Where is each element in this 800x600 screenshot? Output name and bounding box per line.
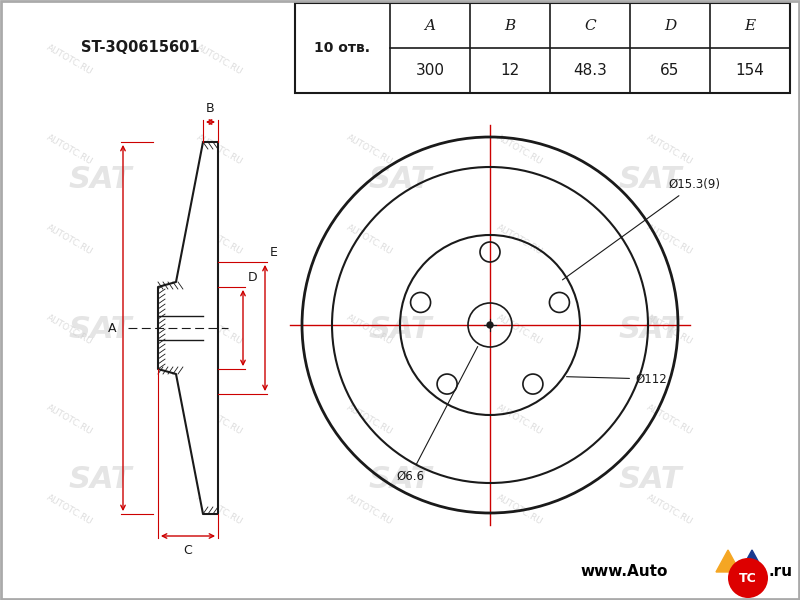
Text: 65: 65	[660, 63, 680, 78]
Text: SAT: SAT	[68, 466, 132, 494]
Text: AUTOTC.RU: AUTOTC.RU	[346, 223, 394, 257]
Text: AUTOTC.RU: AUTOTC.RU	[646, 223, 694, 257]
Text: AUTOTC.RU: AUTOTC.RU	[346, 493, 394, 527]
Text: AUTOTC.RU: AUTOTC.RU	[46, 403, 94, 437]
Text: C: C	[584, 19, 596, 32]
Text: AUTOTC.RU: AUTOTC.RU	[46, 313, 94, 347]
Text: AUTOTC.RU: AUTOTC.RU	[495, 43, 545, 77]
Circle shape	[487, 322, 493, 328]
Circle shape	[728, 558, 768, 598]
Text: 154: 154	[735, 63, 765, 78]
Text: AUTOTC.RU: AUTOTC.RU	[195, 223, 245, 257]
Text: AUTOTC.RU: AUTOTC.RU	[46, 493, 94, 527]
Text: AUTOTC.RU: AUTOTC.RU	[646, 43, 694, 77]
Text: SAT: SAT	[618, 166, 682, 194]
Text: A: A	[425, 19, 435, 32]
Text: AUTOTC.RU: AUTOTC.RU	[46, 133, 94, 167]
Polygon shape	[158, 142, 218, 514]
Text: AUTOTC.RU: AUTOTC.RU	[646, 313, 694, 347]
Text: B: B	[206, 102, 215, 115]
Text: A: A	[107, 322, 116, 335]
Text: D: D	[664, 19, 676, 32]
Text: Ø6.6: Ø6.6	[396, 347, 478, 483]
Text: AUTOTC.RU: AUTOTC.RU	[195, 313, 245, 347]
Text: AUTOTC.RU: AUTOTC.RU	[495, 133, 545, 167]
Text: AUTOTC.RU: AUTOTC.RU	[495, 493, 545, 527]
Circle shape	[302, 137, 678, 513]
Text: AUTOTC.RU: AUTOTC.RU	[346, 403, 394, 437]
Text: Ø112: Ø112	[566, 373, 666, 385]
Text: AUTOTC.RU: AUTOTC.RU	[195, 403, 245, 437]
Text: E: E	[270, 246, 278, 259]
Text: AUTOTC.RU: AUTOTC.RU	[346, 43, 394, 77]
Text: AUTOTC.RU: AUTOTC.RU	[646, 133, 694, 167]
Text: Ø15.3(9): Ø15.3(9)	[562, 178, 720, 280]
Text: AUTOTC.RU: AUTOTC.RU	[495, 313, 545, 347]
Text: E: E	[745, 19, 755, 32]
Text: AUTOTC.RU: AUTOTC.RU	[495, 223, 545, 257]
Text: AUTOTC.RU: AUTOTC.RU	[46, 43, 94, 77]
Bar	[295, 3, 790, 93]
Text: AUTOTC.RU: AUTOTC.RU	[195, 133, 245, 167]
Text: AUTOTC.RU: AUTOTC.RU	[346, 313, 394, 347]
Text: 300: 300	[415, 63, 445, 78]
Text: SAT: SAT	[618, 466, 682, 494]
Text: 48.3: 48.3	[573, 63, 607, 78]
Text: AUTOTC.RU: AUTOTC.RU	[195, 493, 245, 527]
Polygon shape	[740, 550, 764, 572]
Text: 12: 12	[500, 63, 520, 78]
Text: ST-3Q0615601: ST-3Q0615601	[81, 40, 199, 55]
Text: SAT: SAT	[368, 316, 432, 344]
Text: SAT: SAT	[68, 316, 132, 344]
Text: SAT: SAT	[618, 316, 682, 344]
Text: TC: TC	[739, 571, 757, 584]
Text: AUTOTC.RU: AUTOTC.RU	[646, 403, 694, 437]
Text: 10 отв.: 10 отв.	[314, 41, 370, 55]
Text: AUTOTC.RU: AUTOTC.RU	[46, 223, 94, 257]
Text: SAT: SAT	[368, 466, 432, 494]
Text: AUTOTC.RU: AUTOTC.RU	[195, 43, 245, 77]
Text: AUTOTC.RU: AUTOTC.RU	[495, 403, 545, 437]
Text: AUTOTC.RU: AUTOTC.RU	[346, 133, 394, 167]
Text: SAT: SAT	[68, 166, 132, 194]
Text: C: C	[184, 544, 192, 557]
Text: .ru: .ru	[768, 565, 792, 580]
Text: D: D	[248, 271, 258, 284]
Text: AUTOTC.RU: AUTOTC.RU	[646, 493, 694, 527]
Text: B: B	[504, 19, 516, 32]
Polygon shape	[716, 550, 740, 572]
Text: SAT: SAT	[368, 166, 432, 194]
Text: www.Auto: www.Auto	[581, 565, 668, 580]
